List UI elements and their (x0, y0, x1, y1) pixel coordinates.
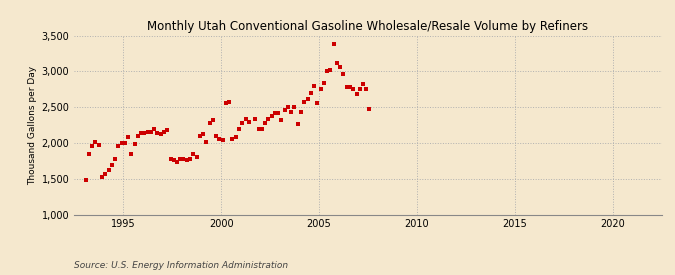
Point (299, 99, 310, 104)
Point (198, 132, 209, 137)
Point (331, 61, 342, 65)
Point (348, 86, 358, 91)
Point (221, 101, 232, 105)
Point (364, 106, 375, 111)
Point (100, 172, 111, 177)
Point (191, 155, 202, 160)
Point (119, 141, 130, 145)
Point (217, 138, 228, 142)
Point (103, 168, 114, 172)
Point (224, 99, 235, 104)
Point (276, 118, 287, 122)
Point (123, 135, 134, 139)
Point (269, 111, 280, 115)
Point (358, 82, 369, 87)
Point (240, 117, 251, 121)
Point (283, 105, 294, 109)
Point (126, 152, 137, 157)
Point (279, 108, 290, 112)
Point (335, 65, 346, 69)
Point (93, 143, 104, 147)
Point (116, 141, 127, 145)
Point (175, 156, 186, 161)
Point (234, 126, 244, 131)
Point (182, 158, 192, 162)
Point (227, 136, 238, 141)
Y-axis label: Thousand Gallons per Day: Thousand Gallons per Day (28, 65, 37, 185)
Point (142, 129, 153, 134)
Point (319, 81, 329, 85)
Point (325, 68, 335, 72)
Point (263, 117, 274, 121)
Point (244, 119, 254, 124)
Title: Monthly Utah Conventional Gasoline Wholesale/Resale Volume by Refiners: Monthly Utah Conventional Gasoline Whole… (147, 20, 589, 33)
Point (237, 121, 248, 125)
Point (273, 111, 284, 115)
Point (286, 109, 296, 114)
Point (305, 91, 316, 95)
Point (194, 134, 205, 138)
Point (250, 117, 261, 121)
Point (292, 122, 303, 127)
Point (90, 140, 101, 144)
Point (87, 144, 98, 148)
Point (266, 114, 277, 118)
Point (132, 134, 143, 138)
Point (328, 42, 339, 46)
Point (296, 109, 306, 114)
Point (211, 134, 221, 138)
Point (152, 131, 163, 135)
Point (159, 130, 169, 134)
Point (260, 121, 271, 125)
Point (361, 86, 372, 91)
Point (344, 85, 355, 89)
Text: Source: U.S. Energy Information Administration: Source: U.S. Energy Information Administ… (74, 260, 288, 270)
Point (139, 131, 150, 135)
Point (354, 86, 365, 91)
Point (178, 156, 189, 161)
Point (302, 97, 313, 101)
Point (256, 126, 267, 131)
Point (230, 135, 241, 139)
Point (205, 121, 215, 125)
Point (97, 174, 107, 179)
Point (148, 126, 159, 131)
Point (136, 131, 146, 135)
Point (168, 158, 179, 162)
Point (171, 160, 182, 164)
Point (322, 69, 333, 74)
Point (155, 132, 166, 137)
Point (80, 178, 91, 182)
Point (129, 142, 140, 147)
Point (185, 156, 196, 161)
Point (84, 152, 95, 157)
Point (253, 126, 264, 131)
Point (289, 105, 300, 109)
Point (146, 129, 157, 134)
Point (351, 92, 362, 97)
Point (312, 101, 323, 105)
Point (207, 118, 218, 122)
Point (315, 86, 326, 91)
Point (113, 144, 124, 148)
Point (188, 152, 198, 157)
Point (201, 139, 212, 144)
Point (338, 72, 349, 76)
Point (107, 163, 117, 167)
Point (308, 84, 319, 88)
Point (162, 128, 173, 132)
Point (109, 156, 120, 161)
Point (342, 85, 352, 89)
Point (165, 157, 176, 162)
Point (214, 137, 225, 142)
